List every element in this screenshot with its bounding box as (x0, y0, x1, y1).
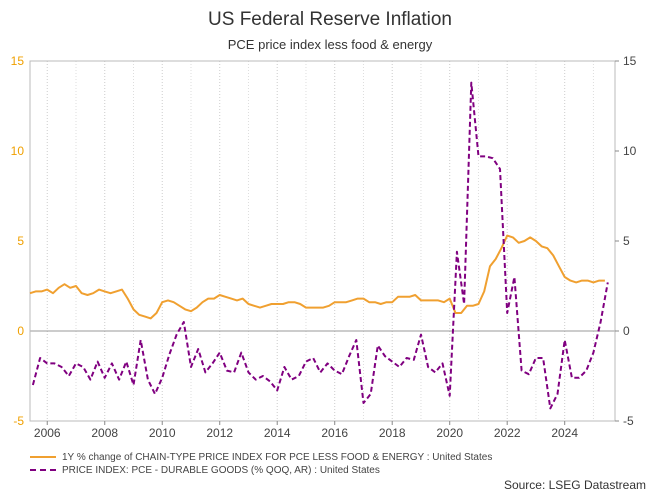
y-tick-label-left: 0 (17, 324, 24, 338)
series-line-core-pce (29, 234, 605, 320)
chart-title: US Federal Reserve Inflation (208, 9, 452, 30)
y-tick-label-left: 10 (11, 144, 25, 158)
x-axis: 2006 2008 2010 2012 2014 2016 2018 2020 2022 2024 (34, 421, 578, 440)
x-tick-label: 2022 (494, 426, 521, 440)
y-tick-label-left: 15 (11, 54, 25, 68)
grid-lines (46, 61, 594, 421)
legend-label-durable-goods: PRICE INDEX: PCE - DURABLE GOODS (% QOQ,… (62, 465, 380, 476)
legend-label-core-pce: 1Y % change of CHAIN-TYPE PRICE INDEX FO… (62, 452, 493, 463)
y-tick-label-right: 15 (623, 54, 637, 68)
x-tick-label: 2018 (379, 426, 406, 440)
x-tick-label: 2012 (206, 426, 233, 440)
legend-swatch-durable-goods (30, 469, 56, 472)
x-tick-label: 2008 (91, 426, 118, 440)
x-tick-label: 2024 (551, 426, 578, 440)
y-tick-label-right: 5 (623, 234, 630, 248)
y-tick-label-right: 10 (623, 144, 637, 158)
legend-item-core-pce: 1Y % change of CHAIN-TYPE PRICE INDEX FO… (30, 452, 492, 463)
chart-subtitle: PCE price index less food & energy (227, 37, 433, 52)
y-tick-label-left: 5 (17, 234, 24, 248)
series-group (29, 81, 609, 410)
left-axis: 15 10 5 0 -5 (11, 54, 25, 428)
x-tick-label: 2006 (34, 426, 61, 440)
x-tick-label: 2014 (264, 426, 291, 440)
plot-frame (29, 60, 616, 422)
legend-item-durable-goods: PRICE INDEX: PCE - DURABLE GOODS (% QOQ,… (30, 465, 380, 476)
x-tick-label: 2010 (149, 426, 176, 440)
legend-swatch-core-pce (30, 456, 56, 459)
y-tick-label-right: -5 (623, 414, 634, 428)
x-tick-label: 2020 (436, 426, 463, 440)
right-axis: 15 10 5 0 -5 (615, 54, 637, 428)
y-tick-label-right: 0 (623, 324, 630, 338)
source-note: Source: LSEG Datastream (503, 478, 646, 492)
series-line-durable-goods (31, 81, 609, 410)
x-tick-label: 2016 (321, 426, 348, 440)
y-tick-label-left: -5 (13, 414, 24, 428)
